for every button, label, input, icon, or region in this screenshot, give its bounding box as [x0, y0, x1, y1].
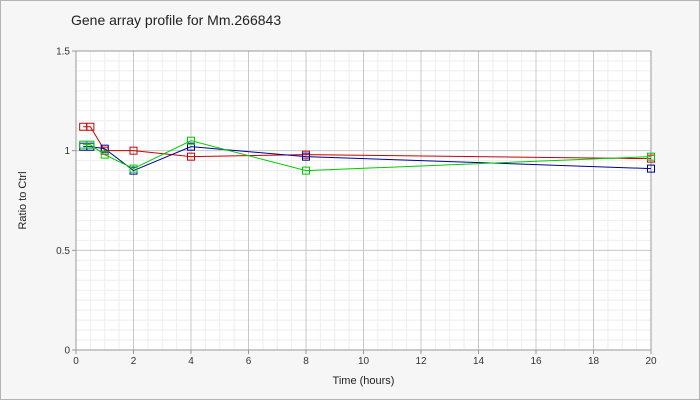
- chart-title: Gene array profile for Mm.266843: [71, 12, 282, 28]
- x-tick-label: 10: [358, 356, 370, 367]
- data-point-marker: [302, 166, 310, 175]
- data-point-marker: [86, 140, 95, 149]
- y-tick-label: 1: [64, 146, 70, 157]
- data-point-marker: [86, 122, 95, 131]
- data-point-marker: [187, 136, 195, 145]
- x-tick-label: 8: [303, 356, 309, 367]
- x-tick-label: 4: [188, 356, 194, 367]
- x-tick-label: 2: [131, 356, 137, 367]
- data-point-marker: [302, 152, 310, 161]
- data-point-marker: [187, 152, 195, 161]
- data-point-marker: [129, 146, 138, 155]
- x-tick-label: 6: [246, 356, 252, 367]
- data-point-marker: [129, 164, 138, 173]
- series-line-2: [83, 146, 652, 172]
- data-point-marker: [100, 144, 109, 153]
- x-tick-label: 14: [473, 356, 485, 367]
- y-axis-label: Ratio to Ctrl: [17, 171, 29, 229]
- series-line-1: [83, 126, 652, 160]
- x-tick-label: 20: [645, 356, 657, 367]
- y-tick-label: 0.5: [56, 246, 70, 257]
- series-line-3: [83, 140, 652, 172]
- x-tick-label: 0: [73, 356, 79, 367]
- x-axis-label: Time (hours): [333, 375, 395, 387]
- y-tick-label: 1.5: [56, 47, 70, 58]
- data-point-marker: [647, 152, 655, 161]
- data-point-marker: [100, 150, 109, 159]
- data-point-marker: [647, 164, 655, 173]
- x-tick-label: 12: [415, 356, 427, 367]
- x-tick-label: 16: [530, 356, 542, 367]
- data-point-marker: [187, 142, 195, 151]
- x-tick-label: 18: [588, 356, 600, 367]
- y-tick-label: 0: [64, 346, 70, 357]
